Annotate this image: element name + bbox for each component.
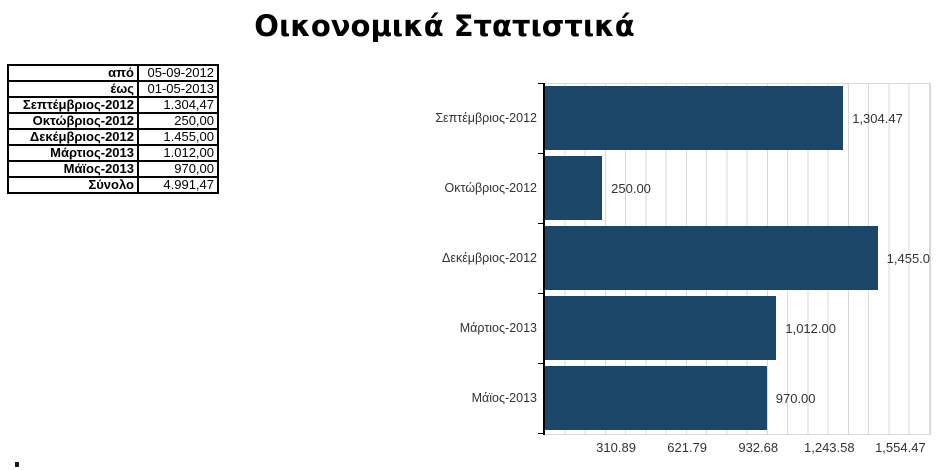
row-label: έως xyxy=(7,80,139,98)
category-axis-tick xyxy=(538,433,544,434)
row-label: Σύνολο xyxy=(7,176,139,194)
stats-table: από 05-09-2012 έως 01-05-2013 Σεπτέμβριος-20… xyxy=(7,64,219,194)
value-axis-tick-label: 621.79 xyxy=(667,440,708,455)
row-value: 1.012,00 xyxy=(137,144,219,162)
row-value: 05-09-2012 xyxy=(137,64,219,82)
category-label: Οκτώβριος-2012 xyxy=(444,180,537,195)
row-value: 01-05-2013 xyxy=(137,80,219,98)
category-axis-tick xyxy=(538,223,544,224)
value-axis-tick-label: 1,554.47 xyxy=(875,440,926,455)
chart-category-axis xyxy=(543,83,545,435)
row-label: Μάρτιος-2013 xyxy=(7,144,139,162)
stray-text-fragment xyxy=(15,462,19,467)
value-axis-tick-label: 1,243.58 xyxy=(803,440,855,455)
table-row: από 05-09-2012 xyxy=(7,64,219,82)
table-row: Σύνολο 4.991,47 xyxy=(7,176,219,194)
bar-value-label: 970.00 xyxy=(775,390,816,406)
bar-1 xyxy=(545,86,844,150)
category-axis-tick xyxy=(538,363,544,364)
row-label: Μάϊος-2013 xyxy=(7,160,139,178)
table-row: Μάϊος-2013 970,00 xyxy=(7,160,219,178)
value-axis-tick-label: 932.68 xyxy=(738,440,779,455)
category-label: Σεπτέμβριος-2012 xyxy=(435,110,537,125)
page-title: Οικονομικά Στατιστικά xyxy=(254,9,635,43)
row-value: 1.304,47 xyxy=(137,96,219,114)
row-label: Οκτώβριος-2012 xyxy=(7,112,139,130)
row-value: 250,00 xyxy=(137,112,219,130)
table-row: Σεπτέμβριος-2012 1.304,47 xyxy=(7,96,219,114)
row-label: Σεπτέμβριος-2012 xyxy=(7,96,139,114)
table-row: έως 01-05-2013 xyxy=(7,80,219,98)
bar-value-label: 1,304.47 xyxy=(852,110,903,126)
bar-2 xyxy=(545,156,603,220)
bar-value-label: 250.00 xyxy=(611,180,651,196)
bar-3 xyxy=(545,226,878,290)
row-label: από xyxy=(7,64,139,82)
bar-4 xyxy=(545,296,777,360)
bar-value-label: 1,455.0 xyxy=(886,250,931,266)
value-axis-tick-label: 310.89 xyxy=(596,440,636,455)
table-row: Μάρτιος-2013 1.012,00 xyxy=(7,144,219,162)
bar-5 xyxy=(545,366,767,430)
row-value: 1.455,00 xyxy=(137,128,219,146)
table-row: Δεκέμβριος-2012 1.455,00 xyxy=(7,128,219,146)
category-axis-tick xyxy=(538,293,544,294)
bar-value-label: 1,012.00 xyxy=(785,320,836,336)
row-label: Δεκέμβριος-2012 xyxy=(7,128,139,146)
category-axis-tick xyxy=(538,153,544,154)
category-label: Μάϊος-2013 xyxy=(471,390,537,405)
category-label: Μάρτιος-2013 xyxy=(459,320,537,335)
stats-table-body: από 05-09-2012 έως 01-05-2013 Σεπτέμβριος-20… xyxy=(7,64,219,194)
table-row: Οκτώβριος-2012 250,00 xyxy=(7,112,219,130)
category-axis-tick xyxy=(538,83,544,84)
row-value: 4.991,47 xyxy=(137,176,219,194)
row-value: 970,00 xyxy=(137,160,219,178)
category-label: Δεκέμβριος-2012 xyxy=(442,250,537,265)
